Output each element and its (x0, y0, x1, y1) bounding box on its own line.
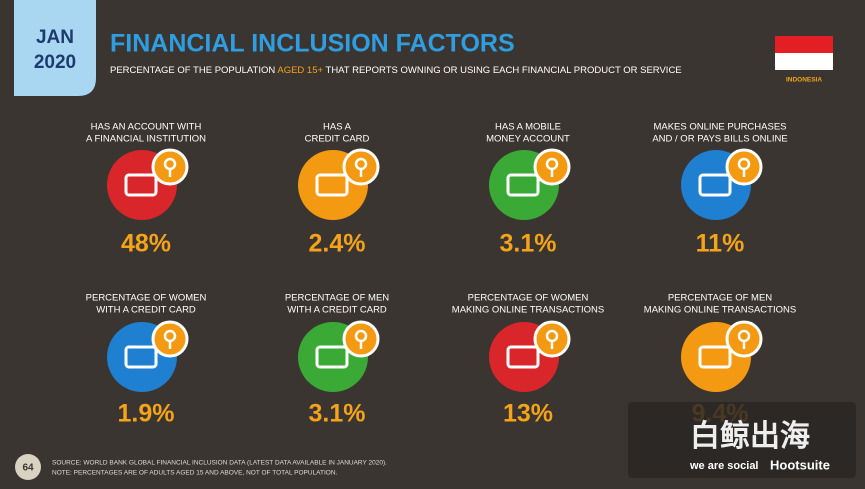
source: SOURCE: WORLD BANK GLOBAL FINANCIAL INCL… (52, 460, 387, 467)
subtitle-part: THAT REPORTS OWNING OR USING EACH FINANC… (326, 65, 682, 76)
item-label: AND / OR PAYS BILLS ONLINE (652, 134, 787, 145)
icon-badge (151, 320, 189, 358)
icon-glyph (124, 345, 158, 369)
note: NOTE: PERCENTAGES ARE OF ADULTS AGED 15 … (52, 470, 338, 477)
icon-glyph (315, 345, 349, 369)
icon-glyph (506, 173, 540, 197)
icon-glyph (124, 173, 158, 197)
icon-badge (533, 320, 571, 358)
item-label: A FINANCIAL INSTITUTION (86, 134, 206, 145)
item-value: 11% (696, 230, 745, 258)
watermark-box (628, 402, 856, 478)
icon-badge (342, 148, 380, 186)
item-label: CREDIT CARD (305, 134, 370, 145)
item-label: MAKING ONLINE TRANSACTIONS (644, 305, 796, 316)
item-label: WITH A CREDIT CARD (287, 305, 387, 316)
date-year: 2020 (34, 52, 76, 73)
item-label: PERCENTAGE OF MEN (668, 293, 772, 304)
date-month: JAN (36, 27, 74, 48)
item-value: 13% (503, 400, 553, 428)
item-label: HAS A MOBILE (495, 122, 561, 133)
icon-badge (725, 320, 763, 358)
flag-white (775, 53, 833, 70)
icon-glyph (698, 345, 732, 369)
item-label: PERCENTAGE OF MEN (285, 293, 389, 304)
icon-glyph (698, 173, 732, 197)
icon-glyph (315, 173, 349, 197)
title: FINANCIAL INCLUSION FACTORS (110, 30, 515, 58)
brand-we-are-social: we are social (689, 460, 759, 472)
subtitle-part: PERCENTAGE OF THE POPULATION (110, 65, 275, 76)
item-value: 3.1% (500, 230, 557, 258)
date-tile (14, 0, 96, 96)
item-label: PERCENTAGE OF WOMEN (86, 293, 207, 304)
subtitle: PERCENTAGE OF THE POPULATION AGED 15+ TH… (110, 65, 682, 76)
icon-badge (725, 148, 763, 186)
page-badge (15, 454, 41, 480)
watermark: 白鲸出海 (690, 419, 810, 453)
item-value: 3.1% (309, 400, 366, 428)
item-label: MONEY ACCOUNT (486, 134, 570, 145)
flag-red (775, 36, 833, 53)
subtitle-highlight: AGED 15+ (277, 65, 323, 76)
icon-badge (151, 148, 189, 186)
icon-glyph (506, 345, 540, 369)
item-value: 48% (121, 230, 171, 258)
icon-badge (533, 148, 571, 186)
country: INDONESIA (786, 77, 822, 84)
item-label: MAKING ONLINE TRANSACTIONS (452, 305, 604, 316)
item-value: 2.4% (309, 230, 366, 258)
item-label: PERCENTAGE OF WOMEN (468, 293, 589, 304)
item-label: HAS A (323, 122, 352, 133)
brand-hootsuite: Hootsuite (770, 457, 830, 472)
item-label: MAKES ONLINE PURCHASES (653, 122, 786, 133)
item-label: WITH A CREDIT CARD (96, 305, 196, 316)
item-label: HAS AN ACCOUNT WITH (91, 122, 202, 133)
icon-badge (342, 320, 380, 358)
item-value: 1.9% (118, 400, 175, 428)
page-number: 64 (22, 463, 34, 474)
